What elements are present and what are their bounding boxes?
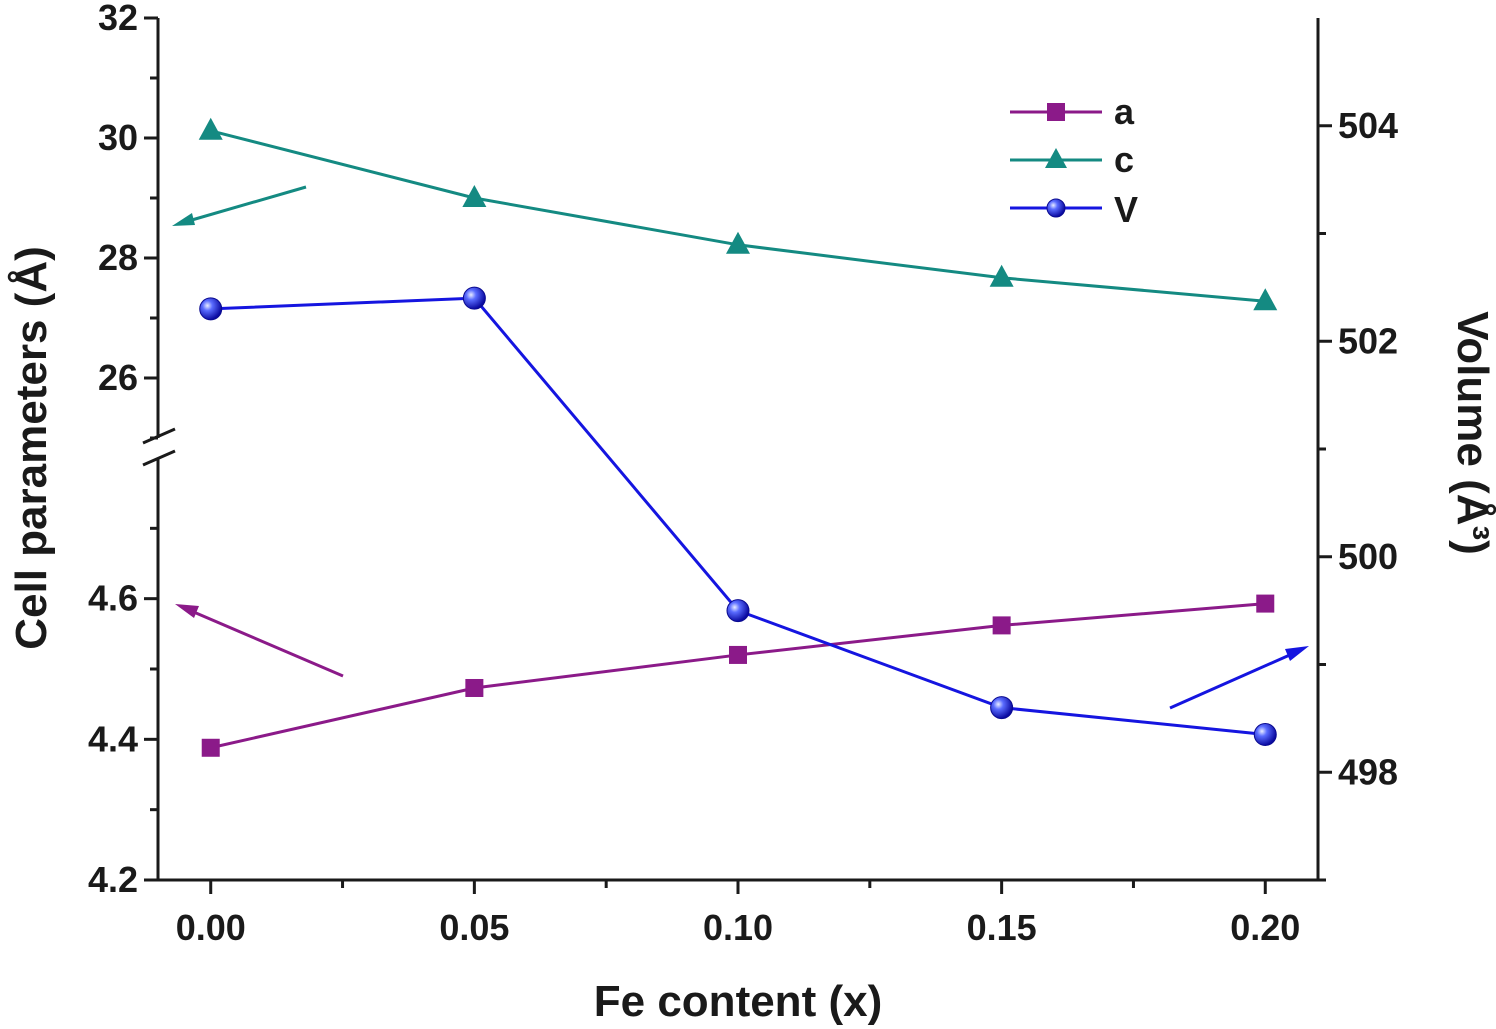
left-tick-label: 4.2 bbox=[88, 859, 138, 900]
left-tick-label: 28 bbox=[98, 237, 138, 278]
x-tick-label: 0.00 bbox=[176, 907, 246, 948]
legend-label-a: a bbox=[1114, 91, 1135, 132]
data-point-v bbox=[199, 297, 223, 321]
a-axis-arrow bbox=[181, 605, 344, 678]
legend-marker-v bbox=[1046, 198, 1066, 218]
axis-indicator-arrows bbox=[172, 185, 1309, 710]
data-point-v bbox=[726, 599, 750, 623]
legend-marker-a bbox=[1047, 103, 1065, 121]
data-point-v bbox=[462, 286, 486, 310]
left-tick-label: 4.4 bbox=[88, 718, 138, 759]
x-axis-title: Fe content (x) bbox=[594, 977, 882, 1026]
left-tick-label: 32 bbox=[98, 0, 138, 38]
data-point-a bbox=[465, 678, 484, 697]
a-axis-arrow-head bbox=[175, 604, 199, 618]
right-axis-title: Volume (Å³) bbox=[1448, 311, 1496, 555]
data-point-c bbox=[1253, 288, 1278, 311]
data-point-v bbox=[990, 696, 1014, 720]
data-point-c bbox=[462, 185, 487, 207]
data-point-a bbox=[729, 645, 747, 664]
legend-label-c: c bbox=[1114, 139, 1134, 180]
data-point-c bbox=[989, 264, 1014, 287]
data-point-a bbox=[201, 738, 220, 757]
data-point-c bbox=[198, 117, 223, 140]
left-tick-label: 26 bbox=[98, 357, 138, 398]
series-line-c bbox=[210, 129, 1266, 303]
axis-break-mark-lower bbox=[142, 449, 176, 467]
data-point-c bbox=[726, 231, 750, 254]
v-axis-arrow bbox=[1169, 648, 1302, 710]
c-axis-arrow bbox=[177, 185, 307, 226]
right-tick-label: 500 bbox=[1338, 536, 1398, 577]
data-point-a bbox=[992, 616, 1011, 635]
c-axis-arrow-head bbox=[172, 213, 195, 226]
right-tick-label: 504 bbox=[1338, 105, 1398, 146]
series-line-a bbox=[210, 602, 1266, 750]
axis-break-mark-upper bbox=[142, 427, 176, 445]
tick-labels: 0.00 0.05 0.10 0.15 0.20 26 28 30 32 4.2 4.4 4.6 498… bbox=[88, 0, 1398, 948]
series-line-v bbox=[210, 296, 1266, 737]
legend-label-v: V bbox=[1114, 189, 1138, 230]
v-axis-arrow-head bbox=[1285, 646, 1309, 661]
x-tick-label: 0.10 bbox=[703, 907, 773, 948]
left-tick-label: 4.6 bbox=[88, 578, 138, 619]
x-tick-label: 0.15 bbox=[967, 907, 1037, 948]
x-tick-label: 0.05 bbox=[439, 907, 509, 948]
right-tick-label: 498 bbox=[1338, 751, 1398, 792]
data-point-v bbox=[1253, 723, 1277, 747]
left-axis-title: Cell parameters (Å) bbox=[7, 246, 56, 649]
left-tick-label: 30 bbox=[98, 117, 138, 158]
plot-frame bbox=[142, 18, 1320, 882]
x-tick-label: 0.20 bbox=[1230, 907, 1300, 948]
series-layer bbox=[198, 117, 1278, 757]
right-tick-label: 502 bbox=[1338, 320, 1398, 361]
axis-ticks bbox=[144, 16, 1332, 894]
legend: a c V bbox=[1010, 91, 1138, 230]
data-point-a bbox=[1256, 594, 1275, 613]
legend-marker-c bbox=[1045, 148, 1067, 168]
